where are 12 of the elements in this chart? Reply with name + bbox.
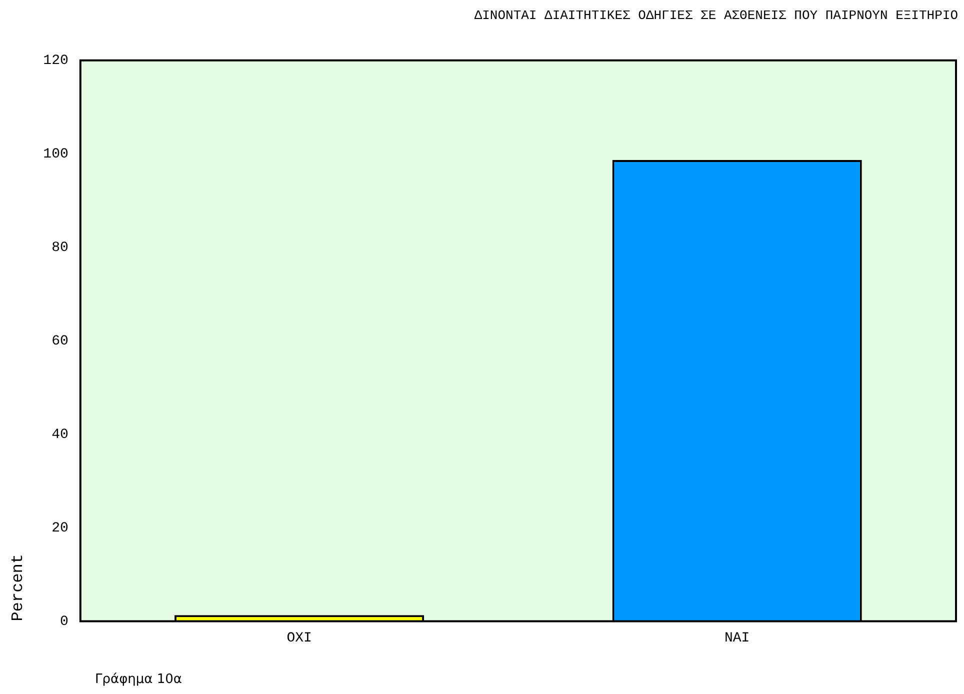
text: Γράφημα 10α — [95, 672, 182, 687]
x-tick-label: ΟΧΙ — [286, 630, 312, 646]
y-axis-title: Percent — [8, 554, 27, 622]
y-tick-label: 40 — [52, 426, 68, 443]
y-tick-label: 100 — [43, 146, 68, 163]
y-tick-label: 80 — [52, 240, 68, 256]
y-tick-label: 60 — [52, 334, 68, 350]
chart-title: ΔΙΝΟΝΤΑΙ ΔΙΑΙΤΗΤΙΚΕΣ ΟΔΗΓΙΕΣ ΣΕ ΑΣΘΕΝΕΙΣ ΠΟΥ ΠΑΙΡΝΟΥΝ ΕΞΙΤΗΡΙΟ — [474, 8, 958, 23]
y-tick-label: 120 — [43, 53, 68, 70]
x-tick-label: ΝΑΙ — [724, 630, 750, 646]
y-tick-label: 20 — [52, 520, 68, 536]
y-tick-label: 0 — [60, 614, 68, 630]
